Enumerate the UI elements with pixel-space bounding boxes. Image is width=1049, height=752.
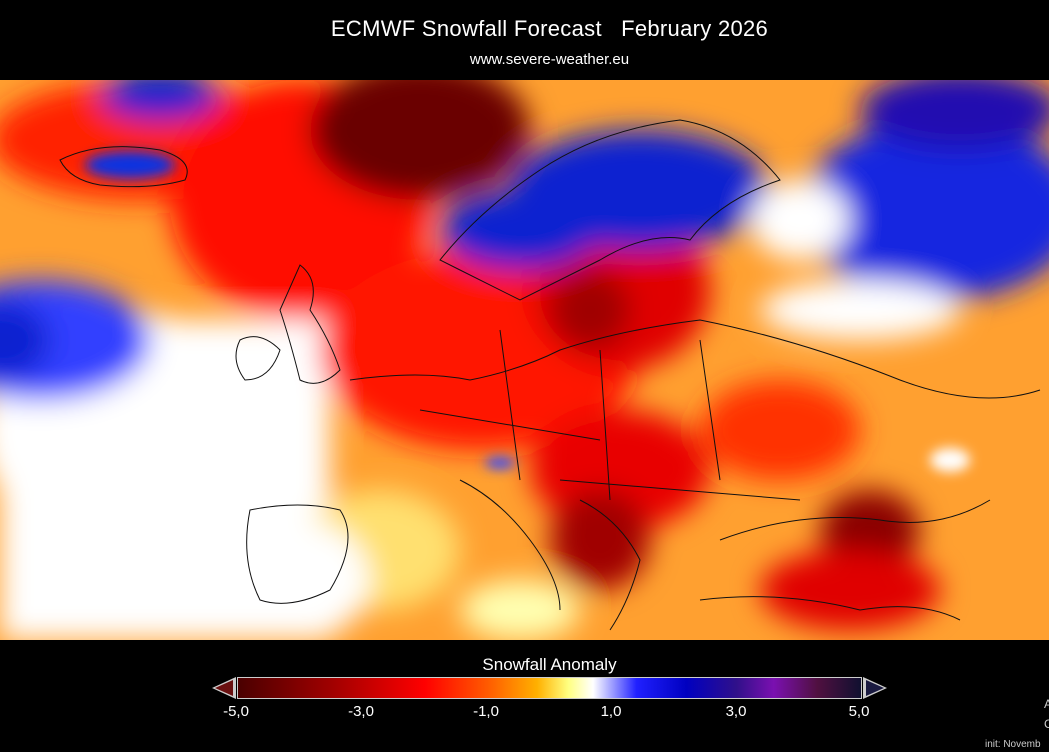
anomaly-field — [0, 80, 1049, 640]
anomaly-map — [0, 80, 1049, 640]
coastlines — [59, 119, 1041, 631]
init-date: init: Novemb — [985, 739, 1041, 750]
legend-tick: -1,0 — [473, 703, 499, 720]
legend-min-arrow — [212, 677, 236, 699]
legend-tick: 1,0 — [600, 703, 622, 720]
legend-title: Snowfall Anomaly — [482, 655, 617, 674]
legend-tick: 5,0 — [848, 703, 870, 720]
legend-tick: -5,0 — [223, 703, 249, 720]
legend-max-arrow — [863, 677, 887, 699]
legend-colorbar — [237, 677, 862, 699]
legend-tick: -3,0 — [348, 703, 374, 720]
source-url: www.severe-weather.eu — [469, 51, 630, 68]
chart-title: ECMWF Snowfall Forecast February 2026 — [330, 16, 769, 41]
legend-tick: 3,0 — [725, 703, 747, 720]
edge-text: C — [1044, 717, 1049, 731]
edge-text: A — [1044, 697, 1049, 711]
